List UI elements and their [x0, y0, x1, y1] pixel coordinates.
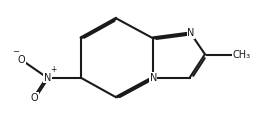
- Text: −: −: [12, 48, 19, 57]
- Text: N: N: [150, 73, 157, 83]
- Text: O: O: [31, 93, 38, 103]
- Text: CH₃: CH₃: [232, 50, 250, 60]
- Text: N: N: [44, 73, 51, 83]
- Text: N: N: [187, 28, 194, 38]
- Text: +: +: [51, 65, 57, 74]
- Text: O: O: [18, 55, 26, 65]
